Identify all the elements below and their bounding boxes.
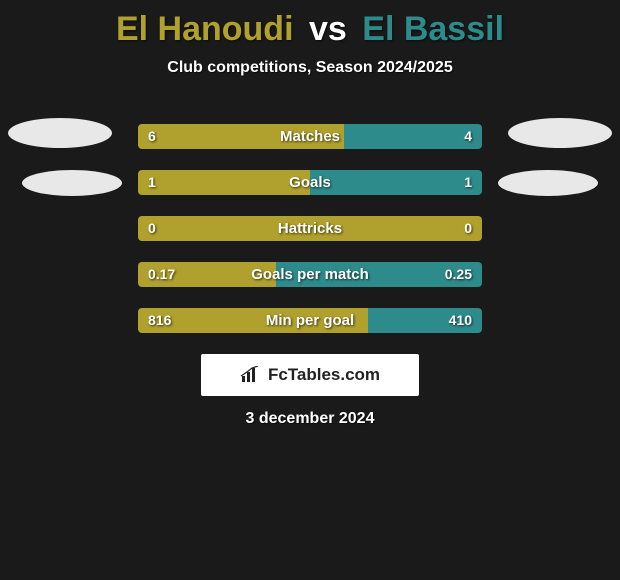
stat-label: Matches [138,124,482,149]
player1-badge-2 [22,170,122,196]
stat-label: Min per goal [138,308,482,333]
player1-name: El Hanoudi [116,10,294,48]
barchart-icon [240,366,262,384]
logo-text: FcTables.com [268,365,380,385]
vs-label: vs [309,10,347,48]
date-label: 3 december 2024 [0,410,620,428]
stats-bars: 64Matches 11Goals 00Hattricks 0.170.25Goals… [138,124,482,354]
player1-badge-1 [8,118,112,148]
player2-badge-2 [498,170,598,196]
stat-row: 0.170.25Goals per match [138,262,482,287]
subtitle: Club competitions, Season 2024/2025 [0,59,620,77]
stat-row: 64Matches [138,124,482,149]
stat-row: 00Hattricks [138,216,482,241]
player2-badge-1 [508,118,612,148]
stat-label: Goals [138,170,482,195]
stat-label: Hattricks [138,216,482,241]
stat-row: 816410Min per goal [138,308,482,333]
page-title: El Hanoudi vs El Bassil [0,0,620,53]
logo-box: FcTables.com [201,354,419,396]
player2-name: El Bassil [362,10,504,48]
stat-label: Goals per match [138,262,482,287]
stat-row: 11Goals [138,170,482,195]
